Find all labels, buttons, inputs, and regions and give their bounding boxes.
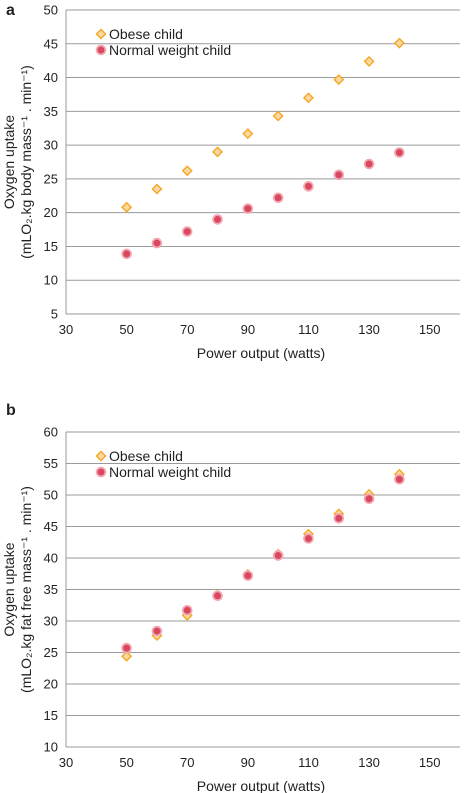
x-tick-label: 90: [241, 755, 255, 770]
obese-child-point: [121, 650, 133, 662]
obese-child-point: [302, 92, 314, 104]
normal-weight-child-point: [333, 169, 345, 181]
normal-weight-child-point: [272, 192, 284, 204]
chart-b: 10 15 20 25 30 35 40 45 50 55 60 30 50 70 90 110 130 150 P…: [1, 425, 460, 793]
legend-circle-icon: [95, 466, 107, 478]
x-tick-label: 150: [419, 755, 441, 770]
y-tick-label: 15: [44, 708, 58, 723]
y-tick-label: 45: [44, 519, 58, 534]
normal-weight-child-point: [303, 181, 314, 192]
normal-weight-child-point: [181, 226, 193, 237]
y-tick-label: 45: [44, 36, 58, 51]
y-tick-label: 30: [44, 138, 58, 153]
y-tick-label: 25: [44, 171, 58, 186]
x-tick-label: 130: [358, 755, 380, 770]
normal-weight-child-point: [272, 550, 284, 561]
chart-a: 5 10 15 20 25 30 35 40 45 50 30 50 70 90 110 130 150 Powe…: [1, 3, 460, 361]
y-tick-label: 20: [44, 677, 58, 692]
y-tick-label: 50: [44, 488, 58, 503]
obese-child-point: [181, 165, 193, 177]
panel-label: a: [6, 2, 15, 19]
normal-weight-child-point: [121, 642, 132, 654]
obese-child-point: [121, 201, 133, 213]
panel-label: b: [6, 402, 16, 419]
x-axis-title: Power output (watts): [197, 778, 325, 793]
x-tick-label: 70: [180, 322, 194, 337]
x-tick-label: 30: [59, 322, 73, 337]
y-axis-subtitle: (mLO₂.kg fat free mass⁻¹ . min⁻¹): [18, 486, 34, 693]
obese-child-point: [242, 128, 254, 140]
y-tick-label: 10: [44, 273, 58, 288]
obese-child-point: [212, 146, 224, 158]
normal-weight-child-point: [181, 604, 193, 616]
y-tick-label: 55: [44, 456, 58, 471]
x-tick-label: 50: [119, 755, 133, 770]
normal-weight-child-point: [333, 513, 345, 524]
chart-panel-b: b 10 15 20 25 30 35 40 45 50 55 60 30 50 70 90 110 130 15…: [0, 400, 473, 793]
y-tick-label: 20: [44, 205, 58, 220]
normal-weight-child-point: [363, 493, 375, 505]
obese-child-point: [393, 37, 405, 49]
y-axis-title: Oxygen uptake: [1, 542, 17, 636]
normal-weight-child-point: [121, 248, 132, 260]
legend-label-normal: Normal weight child: [109, 42, 231, 58]
y-tick-label: 25: [44, 645, 58, 660]
y-tick-label: 60: [44, 425, 58, 440]
y-tick-label: 15: [44, 239, 58, 254]
x-tick-label: 150: [419, 322, 441, 337]
x-axis-title: Power output (watts): [197, 345, 325, 361]
y-tick-label: 40: [44, 70, 58, 85]
x-tick-label: 90: [241, 322, 255, 337]
legend-diamond-icon: [95, 28, 107, 40]
normal-weight-child-point: [212, 214, 223, 225]
x-tick-label: 110: [298, 322, 319, 337]
normal-weight-child-point: [242, 570, 254, 581]
legend-label-obese: Obese child: [109, 448, 183, 464]
obese-child-point: [151, 183, 163, 195]
y-tick-label: 30: [44, 614, 58, 629]
normal-weight-child-point: [151, 625, 163, 637]
normal-weight-child-point: [151, 237, 163, 249]
y-tick-label: 50: [44, 3, 58, 18]
chart-panel-a: a 5 10 15 20 25 30 35 40 45 50 30 50 70 90 110 130 150 Po…: [0, 0, 473, 395]
y-tick-label: 40: [44, 551, 58, 566]
normal-weight-child-point: [303, 533, 314, 544]
y-tick-label: 5: [51, 307, 58, 322]
x-tick-label: 30: [59, 755, 73, 770]
x-tick-label: 130: [358, 322, 380, 337]
y-tick-label: 35: [44, 582, 58, 597]
normal-weight-child-point: [394, 147, 405, 158]
x-tick-label: 110: [298, 755, 319, 770]
normal-weight-child-point: [363, 158, 375, 170]
x-tick-label: 50: [119, 322, 133, 337]
legend-circle-icon: [95, 44, 107, 56]
obese-child-point: [333, 74, 345, 86]
obese-child-point: [363, 55, 375, 67]
normal-weight-child-point: [242, 203, 254, 214]
legend-label-normal: Normal weight child: [109, 464, 231, 480]
y-axis-title: Oxygen uptake: [1, 115, 17, 209]
y-tick-label: 35: [44, 104, 58, 119]
obese-child-point: [272, 110, 284, 122]
normal-weight-child-point: [394, 473, 405, 485]
normal-weight-child-point: [212, 590, 223, 602]
x-tick-label: 70: [180, 755, 194, 770]
legend-label-obese: Obese child: [109, 26, 183, 42]
legend-diamond-icon: [95, 450, 107, 462]
y-axis-subtitle: (mLO₂.kg body mass⁻¹ . min⁻¹): [18, 65, 34, 259]
y-tick-label: 10: [44, 740, 58, 755]
